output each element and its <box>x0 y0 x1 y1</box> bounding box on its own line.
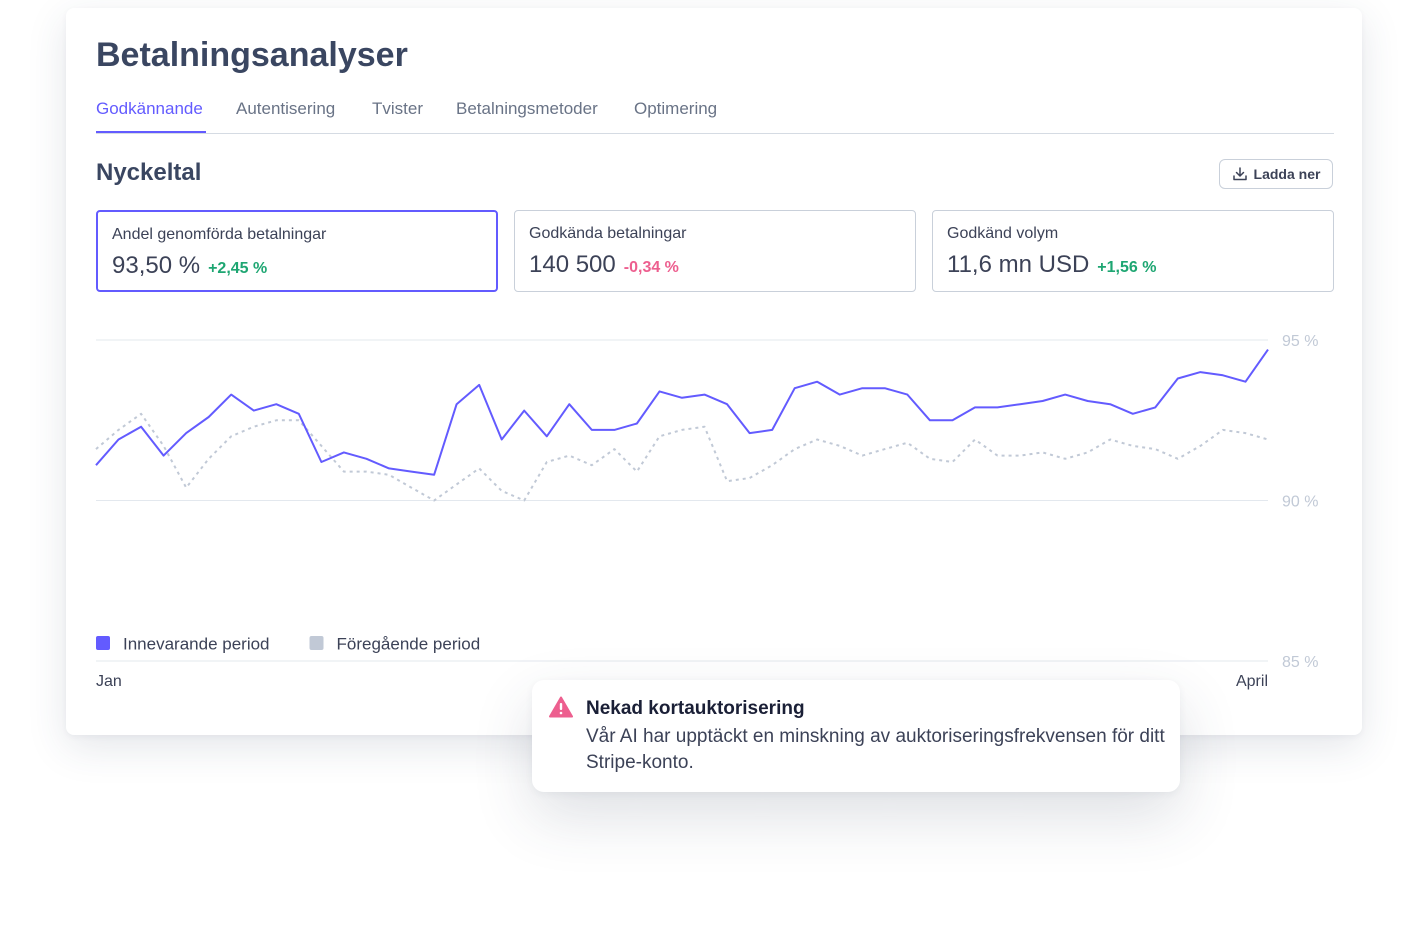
metric-card[interactable]: Andel genomförda betalningar 93,50 % +2,4… <box>96 210 498 292</box>
dashboard-card <box>66 8 1362 735</box>
metric-card[interactable]: Godkänd volym 11,6 mn USD +1,56 % <box>932 210 1334 292</box>
legend-swatch <box>96 636 110 650</box>
page-title: Betalningsanalyser <box>96 36 408 74</box>
y-tick-label: 90 % <box>1282 494 1318 511</box>
metric-value: 140 500 -0,34 % <box>529 251 679 279</box>
button-label: Ladda ner <box>1253 166 1321 182</box>
y-tick-label: 85 % <box>1282 654 1318 671</box>
tab-indicator <box>96 131 206 133</box>
metric-change: +2,45 % <box>208 260 268 277</box>
download-button[interactable]: Ladda ner <box>1219 159 1333 189</box>
legend-swatch <box>309 636 324 650</box>
tab-divider <box>96 133 1334 134</box>
warning-icon <box>549 696 573 718</box>
chart: 85 % 90 % 95 % Jan April Innevarande period Fö… <box>95 333 1318 690</box>
tab[interactable]: Autentisering <box>236 99 336 118</box>
download-icon <box>1232 167 1247 181</box>
tab[interactable]: Tvister <box>372 99 423 118</box>
alert: Nekad kortauktorisering Vår AI har upptä… <box>532 680 1180 792</box>
metric-card[interactable]: Godkända betalningar 140 500 -0,34 % <box>514 210 916 292</box>
metric-value: 11,6 mn USD +1,56 % <box>947 251 1156 279</box>
section-title: Nyckeltal <box>96 159 202 186</box>
legend-label: Innevarande period <box>123 634 270 653</box>
legend-label: Föregående period <box>337 634 481 653</box>
series-line <box>95 349 1269 476</box>
metric-label: Godkända betalningar <box>529 225 687 242</box>
metric-label: Andel genomförda betalningar <box>112 226 327 243</box>
metric-change: +1,56 % <box>1097 259 1157 276</box>
alert-body: Vår AI har upptäckt en minskning av aukt… <box>586 726 1165 773</box>
metric-number: 11,6 mn USD <box>947 251 1090 278</box>
tab[interactable]: Betalningsmetoder <box>456 99 598 118</box>
series-line <box>95 412 1269 502</box>
tab[interactable]: Optimering <box>634 99 718 118</box>
metric-change: -0,34 % <box>623 259 679 276</box>
x-tick-label: Jan <box>96 673 122 690</box>
metric-value: 93,50 % +2,45 % <box>112 252 267 280</box>
metric-number: 140 500 <box>529 251 616 278</box>
x-tick-label: April <box>1236 673 1268 690</box>
metric-label: Godkänd volym <box>947 225 1059 242</box>
y-tick-label: 95 % <box>1282 333 1318 350</box>
alert-title: Nekad kortauktorisering <box>586 698 805 719</box>
tab[interactable]: Godkännande <box>96 99 203 118</box>
metric-number: 93,50 % <box>112 252 201 279</box>
